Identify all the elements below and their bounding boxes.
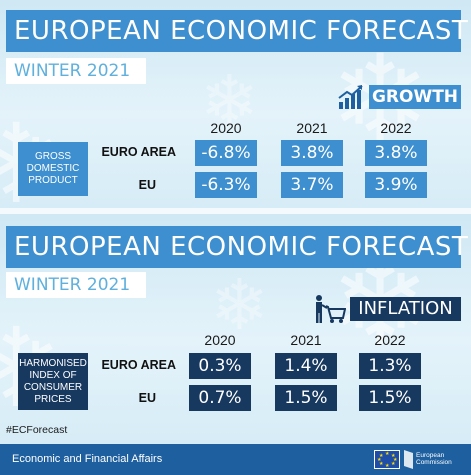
value-cell: 0.7% xyxy=(189,385,251,411)
row-label-eu: EU xyxy=(138,391,156,405)
forecast-season: WINTER 2021 xyxy=(6,272,146,298)
value-cell: -6.8% xyxy=(195,140,257,166)
value-cell: 3.7% xyxy=(281,172,343,198)
commission-logo-text: European Commission xyxy=(416,452,452,466)
department-name: Economic and Financial Affairs xyxy=(12,453,163,465)
hicp-category-label: HARMONISED INDEX OF CONSUMER PRICES xyxy=(18,353,88,410)
value-cell: 0.3% xyxy=(189,353,251,379)
value-cell: 1.3% xyxy=(359,353,421,379)
shopping-cart-person-icon xyxy=(312,294,347,324)
hashtag[interactable]: #ECForecast xyxy=(6,424,68,436)
page-title: EUROPEAN ECONOMIC FORECAST xyxy=(6,10,468,52)
gdp-category-label: GROSS DOMESTIC PRODUCT xyxy=(18,142,88,196)
forecast-season: WINTER 2021 xyxy=(6,58,146,84)
row-label-euro-area: EURO AREA xyxy=(101,145,176,159)
snowflake-icon: ❄ xyxy=(210,264,269,346)
value-cell: -6.3% xyxy=(195,172,257,198)
page-title: EUROPEAN ECONOMIC FORECAST xyxy=(6,226,468,268)
year-header: 2020 xyxy=(204,332,236,348)
value-cell: 3.9% xyxy=(365,172,427,198)
inflation-badge: INFLATION xyxy=(350,297,461,321)
footer: Economic and Financial Affairs ★ ★ ★ ★ ★… xyxy=(0,444,471,475)
growth-panel: ❄ ❄ ❄ EUROPEAN ECONOMIC FORECAST WINTER … xyxy=(0,0,471,208)
value-cell: 1.4% xyxy=(275,353,337,379)
chart-trend-up-icon xyxy=(337,84,365,110)
year-header: 2021 xyxy=(296,120,328,136)
year-header: 2022 xyxy=(374,332,406,348)
year-header: 2022 xyxy=(380,120,412,136)
growth-badge: GROWTH xyxy=(369,85,461,109)
panel-divider xyxy=(0,208,471,214)
value-cell: 3.8% xyxy=(365,140,427,166)
row-label-euro-area: EURO AREA xyxy=(101,358,176,372)
commission-logo-icon xyxy=(404,450,413,469)
value-cell: 1.5% xyxy=(359,385,421,411)
year-header: 2020 xyxy=(210,120,242,136)
eu-flag-icon: ★ ★ ★ ★ ★ ★ ★ ★ xyxy=(374,450,400,469)
value-cell: 3.8% xyxy=(281,140,343,166)
row-label-eu: EU xyxy=(138,178,156,192)
year-header: 2021 xyxy=(290,332,322,348)
snowflake-icon: ❄ xyxy=(200,60,259,142)
value-cell: 1.5% xyxy=(275,385,337,411)
